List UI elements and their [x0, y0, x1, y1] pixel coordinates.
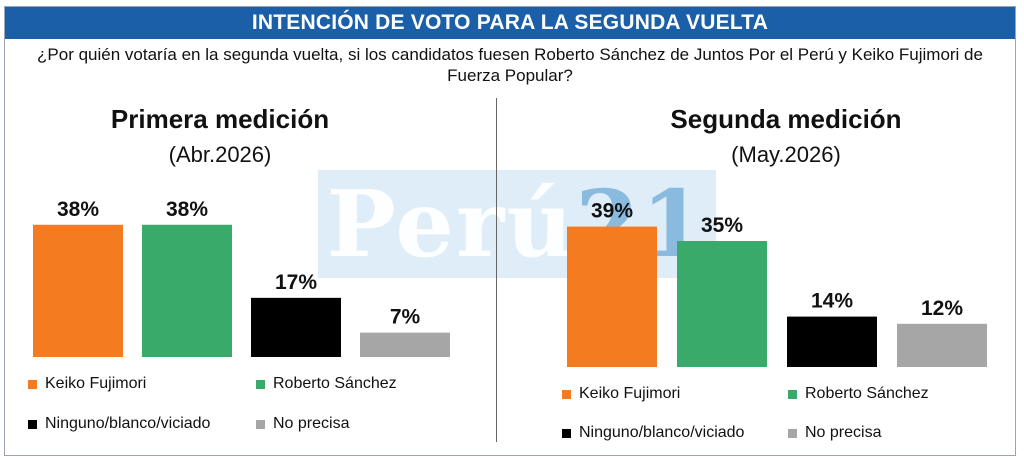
- legend-label: Roberto Sánchez: [805, 385, 929, 402]
- question-text: ¿Por quién votaría en la segunda vuelta,…: [37, 45, 983, 85]
- bar-keiko-panel1: [33, 224, 123, 357]
- legend-label: Roberto Sánchez: [273, 375, 397, 392]
- watermark-logo: Perú 21: [318, 170, 716, 278]
- bar-keiko-panel2: [567, 226, 657, 367]
- watermark-text: Perú: [326, 170, 576, 278]
- panel2-subtitle: (May.2026): [731, 142, 841, 167]
- data-label-keiko-panel2: 39%: [591, 200, 633, 223]
- legend-label: No precisa: [273, 415, 350, 432]
- legend-item-keiko: Keiko Fujimori: [28, 375, 146, 393]
- legend-item-no-precisa: No precisa: [256, 415, 349, 433]
- banner-title: INTENCIÓN DE VOTO PARA LA SEGUNDA VUELTA: [5, 7, 1015, 39]
- panel1-subtitle: (Abr.2026): [168, 142, 272, 167]
- legend-item-roberto: Roberto Sánchez: [256, 375, 397, 393]
- legend-swatch-ninguno: [562, 428, 571, 438]
- legend-swatch-no-precisa: [256, 419, 265, 429]
- data-label-ninguno-panel2: 14%: [811, 290, 853, 313]
- legend-label: Ninguno/blanco/viciado: [579, 424, 745, 441]
- bar-roberto-panel1: [142, 224, 232, 357]
- legend-swatch-ninguno: [28, 419, 37, 429]
- bar-roberto-panel2: [677, 241, 767, 367]
- legend-swatch-roberto: [788, 389, 797, 399]
- bar-ninguno-panel1: [251, 297, 341, 357]
- legend-swatch-keiko: [562, 389, 571, 399]
- legend-label: Keiko Fujimori: [579, 385, 681, 402]
- panel2-title: Segunda medición: [670, 104, 902, 134]
- bar-no-precisa-panel2: [897, 323, 987, 367]
- bar-ninguno-panel2: [787, 316, 877, 367]
- data-label-roberto-panel2: 35%: [701, 214, 743, 237]
- bar-no-precisa-panel1: [360, 332, 450, 357]
- data-label-ninguno-panel1: 17%: [275, 271, 317, 294]
- panel-divider: [496, 98, 497, 442]
- legend-swatch-no-precisa: [788, 428, 797, 438]
- legend-swatch-keiko: [28, 379, 37, 389]
- legend-item-no-precisa: No precisa: [788, 424, 881, 442]
- legend-label: Ninguno/blanco/viciado: [45, 415, 211, 432]
- panel1-title: Primera medición: [110, 104, 330, 134]
- data-label-keiko-panel1: 38%: [57, 198, 99, 221]
- data-label-no-precisa-panel1: 7%: [390, 306, 421, 329]
- data-label-roberto-panel1: 38%: [166, 198, 208, 221]
- legend-label: No precisa: [805, 424, 882, 441]
- legend-item-ninguno: Ninguno/blanco/viciado: [28, 415, 210, 433]
- legend-item-roberto: Roberto Sánchez: [788, 385, 929, 403]
- legend-item-keiko: Keiko Fujimori: [562, 385, 680, 403]
- data-label-no-precisa-panel2: 12%: [921, 297, 963, 320]
- legend-swatch-roberto: [256, 379, 265, 389]
- legend-item-ninguno: Ninguno/blanco/viciado: [562, 424, 744, 442]
- legend-label: Keiko Fujimori: [45, 375, 147, 392]
